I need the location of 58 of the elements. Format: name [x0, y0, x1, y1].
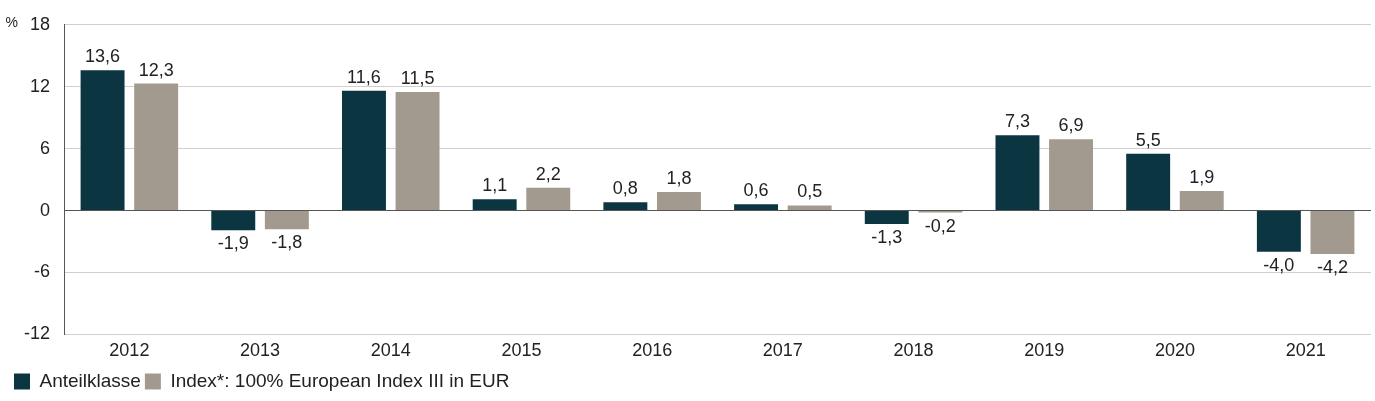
bar: [1179, 190, 1224, 211]
data-label: 11,5: [400, 67, 435, 88]
x-tick-label: 2020: [1154, 340, 1195, 361]
data-label: 11,6: [347, 66, 381, 87]
y-tick-label: 0: [40, 199, 51, 220]
data-label: 0,6: [743, 180, 769, 201]
bar: [211, 211, 256, 231]
data-label: 13,6: [85, 46, 121, 67]
x-tick-label: 2019: [1024, 340, 1065, 361]
data-label: 2,2: [535, 163, 561, 184]
bar: [526, 187, 571, 211]
y-tick-label: 6: [40, 137, 51, 158]
bar: [734, 204, 779, 211]
data-label: -1,3: [871, 226, 903, 247]
bar: [264, 211, 309, 230]
x-tick-label: 2013: [240, 340, 281, 361]
bar: [787, 205, 832, 211]
bar: [1126, 153, 1171, 211]
bar: [342, 90, 386, 211]
bar: [134, 83, 179, 211]
bar: [1049, 139, 1094, 211]
x-tick-label: 2014: [370, 340, 411, 361]
data-label: 0,8: [612, 178, 638, 199]
bar: [656, 191, 701, 211]
x-tick-label: 2015: [501, 340, 542, 361]
x-tick-label: 2017: [762, 340, 803, 361]
bar: [1256, 211, 1301, 252]
y-tick-label: 12: [29, 75, 51, 96]
data-label: 0,5: [797, 181, 823, 202]
y-tick-label: -6: [34, 261, 51, 282]
data-label: -0,2: [924, 215, 956, 236]
data-label: -1,9: [217, 233, 249, 254]
data-label: 7,3: [1004, 111, 1030, 132]
x-tick-label: 2016: [632, 340, 673, 361]
bar: [1310, 211, 1355, 254]
y-tick-label: -12: [24, 323, 51, 344]
y-tick-label: 18: [29, 13, 51, 34]
data-label: 12,3: [138, 59, 174, 80]
data-label: 1,8: [666, 167, 692, 188]
x-tick-label: 2012: [109, 340, 150, 361]
data-label: -4,2: [1316, 256, 1348, 277]
data-label: -4,0: [1263, 254, 1295, 275]
data-label: 1,1: [482, 175, 508, 196]
data-label: 1,9: [1189, 166, 1215, 187]
bar: [395, 91, 440, 211]
legend-label: Anteilklasse: [39, 369, 141, 391]
bar: [603, 202, 648, 211]
x-tick-label: 2021: [1285, 340, 1326, 361]
legend-label: Index*: 100% European Index III in EUR: [170, 369, 510, 391]
bar: [472, 199, 517, 211]
bar: [864, 211, 909, 224]
bar: [80, 70, 125, 211]
bar: [995, 135, 1040, 211]
data-label: 6,9: [1058, 115, 1084, 136]
y-axis-title: %: [5, 13, 18, 30]
data-label: 5,5: [1135, 129, 1161, 150]
x-tick-label: 2018: [893, 340, 934, 361]
data-label: -1,8: [271, 232, 303, 253]
